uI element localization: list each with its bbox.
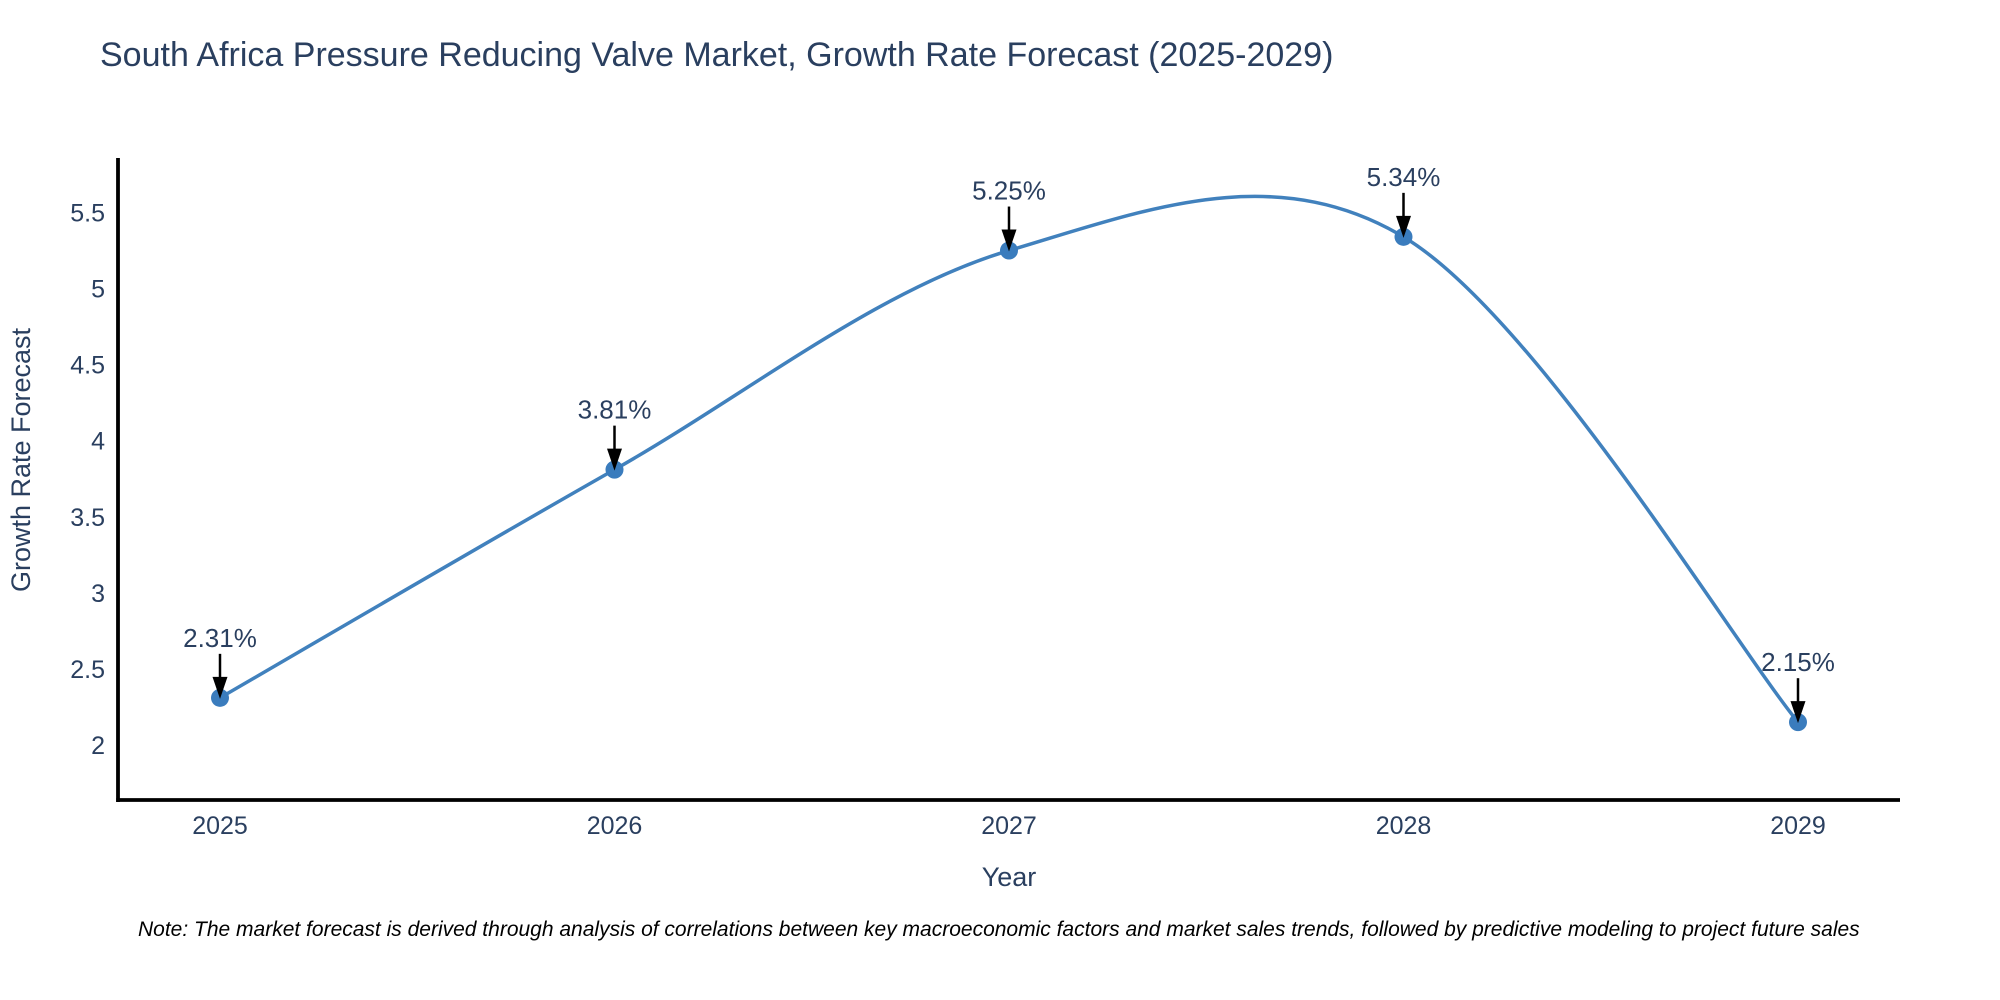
point-annotations: 2.31% 3.81% 5.25% 5.34% 2.15%: [183, 162, 1835, 724]
y-axis-tick-labels: 2 2.5 3 3.5 4 4.5 5 5.5: [70, 200, 105, 760]
data-point-markers: [211, 227, 1807, 732]
point-value-label: 3.81%: [578, 395, 652, 425]
y-axis-title: Growth Rate Forecast: [6, 327, 36, 592]
point-value-label: 5.25%: [972, 176, 1046, 206]
y-tick-label: 2: [91, 732, 105, 760]
x-tick-label: 2027: [981, 812, 1037, 840]
x-tick-label: 2026: [587, 812, 643, 840]
annotation-arrowhead-icon: [212, 676, 228, 699]
y-tick-label: 4.5: [70, 352, 105, 380]
x-tick-label: 2028: [1376, 812, 1432, 840]
trend-line-series: [218, 194, 1800, 724]
y-tick-label: 2.5: [70, 656, 105, 684]
y-tick-label: 3.5: [70, 504, 105, 532]
annotation-arrowhead-icon: [1396, 215, 1411, 238]
x-tick-label: 2025: [192, 812, 248, 840]
footnote: Note: The market forecast is derived thr…: [138, 918, 1860, 941]
y-tick-label: 5.5: [70, 200, 105, 228]
annotation-arrowhead-icon: [1001, 229, 1017, 252]
annotation-arrowhead-icon: [607, 448, 622, 471]
chart-title: South Africa Pressure Reducing Valve Mar…: [100, 36, 1334, 74]
x-tick-label: 2029: [1770, 812, 1826, 840]
x-axis-title: Year: [982, 862, 1037, 892]
point-value-label: 5.34%: [1367, 162, 1441, 192]
y-tick-label: 3: [91, 580, 105, 608]
point-value-label: 2.31%: [183, 623, 257, 653]
point-value-label: 2.15%: [1761, 647, 1835, 677]
y-tick-label: 5: [91, 276, 105, 304]
annotation-arrowhead-icon: [1790, 701, 1806, 724]
x-axis-tick-labels: 2025 2026 2027 2028 2029: [192, 812, 1826, 840]
y-tick-label: 4: [91, 428, 105, 456]
trend-line-path: [218, 194, 1800, 724]
